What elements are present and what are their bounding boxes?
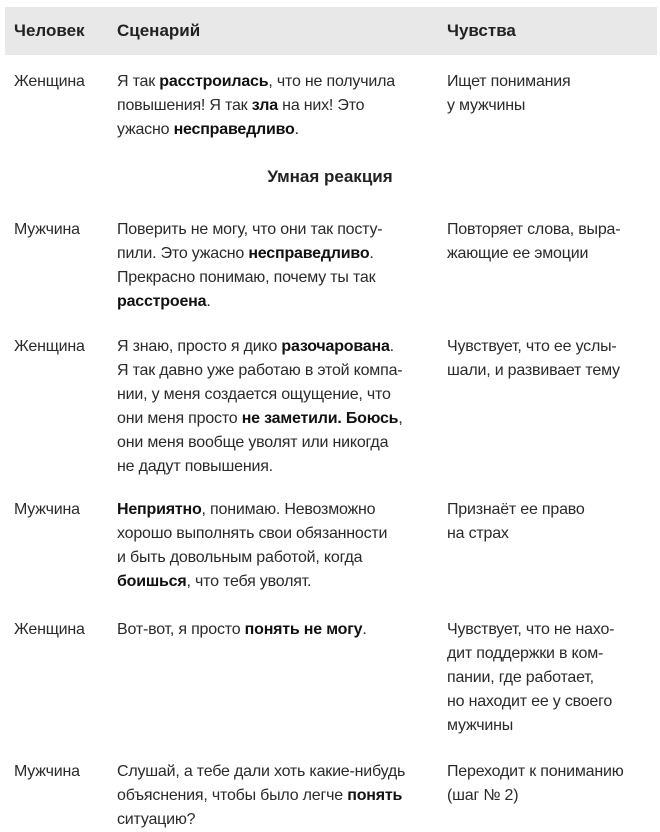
scenario-line: ужасно несправедливо. [117,118,395,142]
text-segment: Вот-вот, я просто [117,621,245,638]
scenario-cell: Слушай, а тебе дали хоть какие-нибудь объ… [117,760,405,832]
section-title: Умная реакция [267,167,393,186]
feelings-line: Чувствует, что ее услы- [447,338,617,355]
text-segment: . [369,245,374,262]
text-segment: на них! Это [277,97,365,114]
emphasis-text: расстроилась [159,73,269,90]
scenario-line: они меня вообще уволят или никогда [117,431,403,455]
person-cell: Мужчина [14,763,80,780]
emphasis-text: несправедливо [248,245,370,262]
text-segment: . [206,293,211,310]
scenario-cell: Я знаю, просто я дико разочарована. Я так… [117,335,403,479]
scenario-line: расстроена. [117,290,382,314]
feelings-line: но находит ее у своего [447,693,613,710]
text-segment: и быть довольным работой, когда [117,549,363,566]
scenario-cell: Вот-вот, я просто понять не могу. [117,618,367,642]
text-segment: , понимаю. Невозможно [201,501,376,518]
text-segment: , что не получила [268,73,395,90]
scenario-cell: Неприятно, понимаю. Невозможно хорошо вып… [117,498,388,594]
scenario-cell: Я так расстроилась, что не получила повыш… [117,70,395,142]
text-segment: они меня вообще уволят или никогда [117,434,389,451]
text-segment: . [362,621,367,638]
scenario-line: Вот-вот, я просто понять не могу. [117,618,367,642]
scenario-line: пили. Это ужасно несправедливо. [117,242,382,266]
feelings-cell: Переходит к пониманию (шаг № 2) [447,760,624,808]
feelings-line: (шаг № 2) [447,787,519,804]
emphasis-text: зла [251,97,278,114]
person-cell: Женщина [14,73,85,90]
scenario-line: повышения! Я так зла на них! Это [117,94,395,118]
text-segment: ужасно [117,121,174,138]
feelings-line: шали, и развивает тему [447,362,620,379]
text-segment: , что тебя уволят. [186,573,312,590]
text-segment: , [398,410,403,427]
feelings-line: Повторяет слова, выра- [447,221,621,238]
scenario-line: Поверить не могу, что они так посту- [117,218,383,242]
feelings-cell: Признаёт ее право на страх [447,498,585,546]
scenario-line: ситуацию? [117,808,405,832]
emphasis-text: не заметили. Боюсь [241,410,399,427]
scenario-line: Слушай, а тебе дали хоть какие-нибудь [117,760,405,784]
feelings-line: жающие ее эмоции [447,245,589,262]
emphasis-text: понять не могу [244,621,363,638]
feelings-line: на страх [447,525,509,542]
feelings-line: мужчины [447,717,514,734]
emphasis-text: Неприятно [117,501,202,518]
feelings-line: Чувствует, что не нахо- [447,621,615,638]
emphasis-text: несправедливо [173,121,295,138]
feelings-cell: Чувствует, что ее услы-шали, и развивает… [447,335,620,383]
person-cell: Мужчина [14,501,80,518]
scenario-line: нии, у меня создается ощущение, что [117,383,403,407]
feelings-cell: Ищет понимания у мужчины [447,70,571,118]
text-segment: Слушай, а тебе дали хоть какие-нибудь [117,763,406,780]
text-segment: Я так [117,73,160,90]
emphasis-text: боишься [117,573,187,590]
person-cell: Женщина [14,621,85,638]
scenario-line: боишься, что тебя уволят. [117,570,387,594]
scenario-line: они меня просто не заметили. Боюсь, [117,407,403,431]
scenario-line: Прекрасно понимаю, почему ты так [117,266,382,290]
text-segment: . [294,121,299,138]
scenario-line: хорошо выполнять свои обязанности [117,522,388,546]
scenario-line: Я знаю, просто я дико разочарована. [117,335,403,359]
feelings-line: Признаёт ее право [447,501,585,518]
text-segment: они меня просто [117,410,242,427]
header-feelings: Чувства [447,21,516,40]
feelings-line: Переходит к пониманию [447,763,624,780]
scenario-line: не дадут повышения. [117,455,403,479]
person-cell: Мужчина [14,221,80,238]
table-header: Человек Сценарий Чувства [5,7,657,55]
text-segment: Я так давно уже работаю в этой компа- [117,362,403,379]
feelings-line: у мужчины [447,97,526,114]
text-segment: ситуацию? [117,811,196,828]
feelings-line: пании, где работает, [447,669,594,686]
text-segment: Я знаю, просто я дико [117,338,282,355]
text-segment: Прекрасно понимаю, почему ты так [117,269,376,286]
scenario-line: Я так давно уже работаю в этой компа- [117,359,403,383]
header-person: Человек [14,21,85,40]
text-segment: . [389,338,394,355]
text-segment: пили. Это ужасно [117,245,249,262]
text-segment: объяснения, чтобы было легче [117,787,348,804]
text-segment: Поверить не могу, что они так посту- [117,221,383,238]
scenario-line: и быть довольным работой, когда [117,546,387,570]
scenario-cell: Поверить не могу, что они так посту-пили… [117,218,383,314]
scenario-line: Я так расстроилась, что не получила [117,70,395,94]
feelings-line: дит поддержки в ком- [447,645,604,662]
scenario-line: объяснения, чтобы было легче понять [117,784,405,808]
feelings-cell: Чувствует, что не нахо-дит поддержки в к… [447,618,614,738]
text-segment: хорошо выполнять свои обязанности [117,525,388,542]
text-segment: не дадут повышения. [117,458,273,475]
emphasis-text: понять [347,787,403,804]
feelings-cell: Повторяет слова, выра-жающие ее эмоции [447,218,621,266]
emphasis-text: разочарована [281,338,390,355]
emphasis-text: расстроена [117,293,207,310]
text-segment: повышения! Я так [117,97,252,114]
scenario-line: Неприятно, понимаю. Невозможно [117,498,387,522]
feelings-line: Ищет понимания [447,73,571,90]
header-scenario: Сценарий [117,21,201,40]
person-cell: Женщина [14,338,85,355]
text-segment: нии, у меня создается ощущение, что [117,386,391,403]
